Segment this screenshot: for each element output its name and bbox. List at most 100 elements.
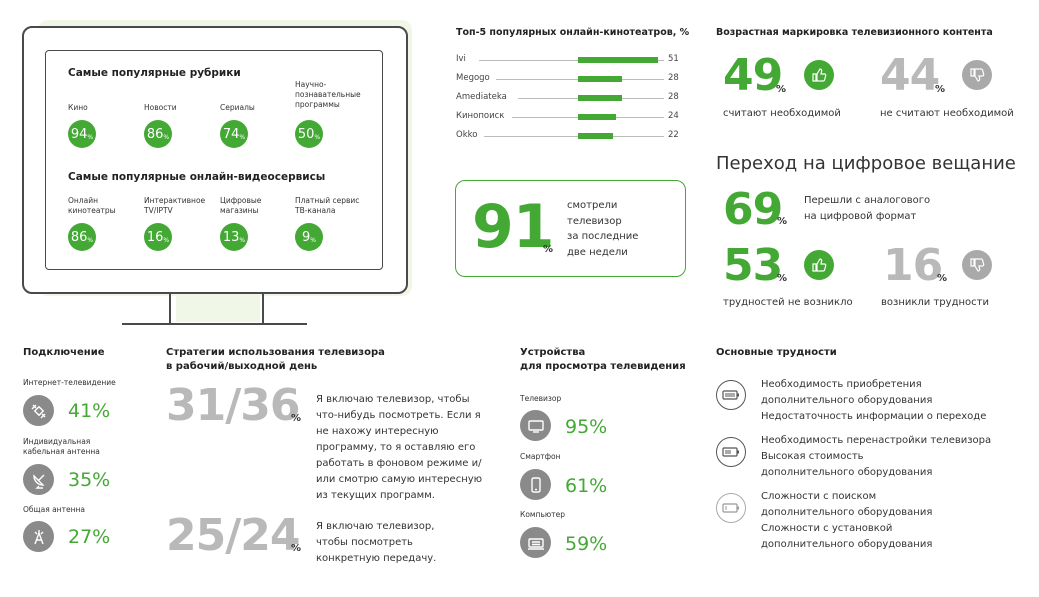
smartphone-icon [520,469,551,500]
digital-switched-pct: % [777,216,788,227]
tv-base [122,323,307,325]
bar-category-label: Okko [456,130,478,140]
antenna-icon [23,521,54,552]
service-label: Онлайн кинотеатры [68,196,116,215]
difficulty-text: Необходимость приобретения дополнительно… [761,379,987,422]
bar [578,57,658,63]
digital-switched-label: Перешли с аналогового на цифровой формат [804,195,931,222]
service-label: Интерактивное TV/IPTV [144,196,206,215]
connection-label: Общая антенна [23,505,85,514]
thumbs-up-icon [804,250,834,280]
bar-value-label: 51 [668,54,679,64]
bar-guide-line [484,136,664,137]
service-label: Платный сервис ТВ-канала [295,196,360,215]
services-title: Самые популярные онлайн-видеосервисы [68,171,326,183]
chart-title: Топ-5 популярных онлайн-кинотеатров, % [456,27,690,38]
rubric-value-circle: 50% [295,120,323,148]
thumbs-up-icon [804,60,834,90]
strategies-title: Стратегии использования телевизора в раб… [166,347,385,372]
device-label: Компьютер [520,510,565,519]
battery-half-icon [716,437,746,467]
service-value-circle: 13% [220,223,248,251]
age-yes-value: 49 [723,50,783,101]
digital-title: Переход на цифровое вещание [716,153,1016,174]
bar-category-label: Ivi [456,54,466,64]
age-yes-pct: % [776,84,787,95]
difficulties-title: Основные трудности [716,347,837,358]
bar [578,76,622,82]
battery-full-icon [716,380,746,410]
service-value-circle: 9% [295,223,323,251]
digital-switched-value: 69 [723,184,783,235]
device-value: 61% [565,475,608,497]
bar [578,114,616,120]
rubric-label: Сериалы [220,103,255,112]
rubric-label: Новости [144,103,177,112]
satellite-icon [23,395,54,426]
devices-title: Устройства для просмотра телевидения [520,347,686,372]
device-label: Смартфон [520,452,561,461]
watched-text: смотрели телевизор за последние две неде… [567,200,639,258]
bar-chart: Ivi 51 Megogo 28 Amediateka 28 Кинопоиск 24 Okko… [456,54,686,154]
strategy-value: 25/24 [166,510,301,561]
tv-stand-shadow [176,296,260,322]
bar-guide-line [478,60,664,61]
bar-value-label: 28 [668,73,679,83]
tv-stand-left [169,292,171,324]
service-label: Цифровые магазины [220,196,262,215]
watched-pct: % [543,244,554,255]
bar [578,95,622,101]
age-no-pct: % [935,84,946,95]
bar-category-label: Amediateka [456,92,507,102]
tv-screen [45,50,383,270]
rubric-value-circle: 74% [220,120,248,148]
strategy-value: 31/36 [166,380,301,431]
difficulty-text: Необходимость перенастройки телевизора В… [761,435,992,478]
digital-hard-label: возникли трудности [881,297,989,308]
rubrics-title: Самые популярные рубрики [68,67,241,79]
bar-value-label: 24 [668,111,679,121]
device-value: 59% [565,533,608,555]
rubric-value-circle: 94% [68,120,96,148]
strategy-text: Я включаю телевизор, чтобы что-нибудь по… [316,394,483,501]
age-no-value: 44 [880,50,940,101]
strategy-pct: % [291,413,302,424]
service-value-circle: 86% [68,223,96,251]
device-value: 95% [565,416,608,438]
connection-value: 41% [68,400,111,422]
strategy-text: Я включаю телевизор, чтобы посмотреть ко… [316,521,437,564]
device-label: Телевизор [520,394,562,403]
battery-low-icon [716,493,746,523]
thumbs-down-icon [962,250,992,280]
computer-icon [520,527,551,558]
rubric-label: Научно-познавательные программы [295,80,361,109]
connection-value: 35% [68,469,111,491]
digital-hard-pct: % [937,273,948,284]
bar-value-label: 22 [668,130,679,140]
digital-ok-pct: % [777,273,788,284]
age-no-label: не считают необходимой [880,108,1014,119]
thumbs-down-icon [962,60,992,90]
bar-category-label: Кинопоиск [456,111,505,121]
age-yes-label: считают необходимой [723,108,841,119]
rubric-label: Кино [68,103,88,112]
age-title: Возрастная маркировка телевизионного кон… [716,27,993,38]
connection-value: 27% [68,526,111,548]
rubric-value-circle: 86% [144,120,172,148]
watched-value: 91 [472,192,554,262]
service-value-circle: 16% [144,223,172,251]
digital-ok-label: трудностей не возникло [723,297,853,308]
connection-label: Интернет-телевидение [23,378,116,387]
connection-title: Подключение [23,347,105,358]
bar-value-label: 28 [668,92,679,102]
bar-category-label: Megogo [456,73,490,83]
difficulty-text: Сложности с поиском дополнительного обор… [761,491,933,550]
watched-box [455,180,686,277]
satellite-dish-icon [23,464,54,495]
digital-hard-value: 16 [883,240,943,291]
bar [578,133,613,139]
tv-icon [520,410,551,441]
tv-stand-right [262,292,264,324]
connection-label: Индивидуальная кабельная антенна [23,437,100,456]
digital-ok-value: 53 [723,240,783,291]
